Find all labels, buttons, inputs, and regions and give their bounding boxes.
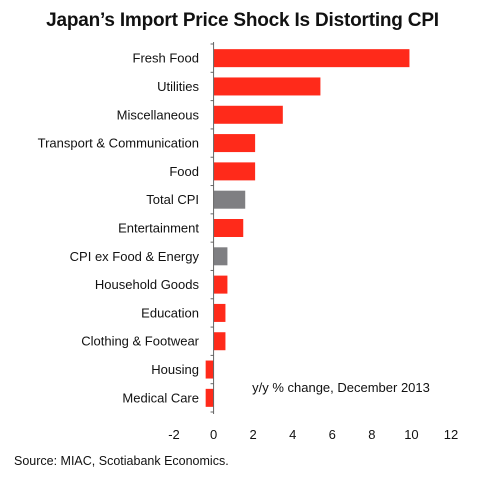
category-label: Medical Care <box>122 390 199 405</box>
x-tick-label: 4 <box>289 427 296 442</box>
bar-total-cpi <box>213 190 246 209</box>
x-axis: -2 0 2 4 6 8 10 12 <box>168 42 458 442</box>
x-tick-label: 6 <box>329 427 336 442</box>
category-label: Fresh Food <box>133 51 199 66</box>
category-label: Clothing & Footwear <box>81 334 199 349</box>
bar-cpi-ex-food-energy <box>213 247 228 266</box>
chart-title: Japan’s Import Price Shock Is Distorting… <box>46 10 439 31</box>
category-labels-group: Fresh Food Utilities Miscellaneous Transpor… <box>38 51 200 406</box>
bar-housing <box>205 360 214 379</box>
bar-transport-communication <box>213 134 256 153</box>
category-label: Transport & Communication <box>38 136 199 151</box>
bars-group <box>205 49 410 407</box>
category-label: Food <box>169 164 199 179</box>
category-label: CPI ex Food & Energy <box>70 249 200 264</box>
bar-utilities <box>213 77 321 96</box>
bar-medical-care <box>205 388 214 407</box>
category-label: Education <box>141 305 199 320</box>
category-label: Miscellaneous <box>117 107 200 122</box>
bar-fresh-food <box>213 49 410 68</box>
x-tick-label: 2 <box>250 427 257 442</box>
category-label: Household Goods <box>95 277 200 292</box>
bar-clothing-footwear <box>213 332 226 351</box>
bar-miscellaneous <box>213 105 283 124</box>
x-tick-label: 12 <box>444 427 458 442</box>
source-note: Source: MIAC, Scotiabank Economics. <box>14 454 229 468</box>
bar-education <box>213 303 226 322</box>
chart-annotation: y/y % change, December 2013 <box>252 380 430 395</box>
x-tick-label: 10 <box>404 427 418 442</box>
x-tick-label: 0 <box>210 427 217 442</box>
x-tick-label: 8 <box>368 427 375 442</box>
category-label: Utilities <box>157 79 199 94</box>
category-label: Entertainment <box>118 221 199 236</box>
bar-entertainment <box>213 219 244 237</box>
category-label: Total CPI <box>146 192 199 207</box>
category-label: Housing <box>151 362 199 377</box>
bar-food <box>213 162 256 181</box>
bar-household-goods <box>213 275 228 294</box>
x-tick-label: -2 <box>168 427 180 442</box>
